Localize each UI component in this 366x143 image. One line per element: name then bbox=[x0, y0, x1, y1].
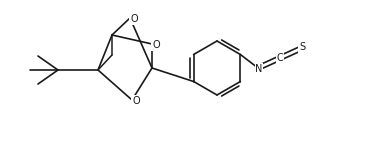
Text: S: S bbox=[299, 42, 305, 52]
Text: C: C bbox=[277, 53, 283, 63]
Text: O: O bbox=[152, 40, 160, 50]
Text: O: O bbox=[130, 14, 138, 24]
Text: N: N bbox=[255, 64, 263, 74]
Text: O: O bbox=[132, 96, 140, 106]
